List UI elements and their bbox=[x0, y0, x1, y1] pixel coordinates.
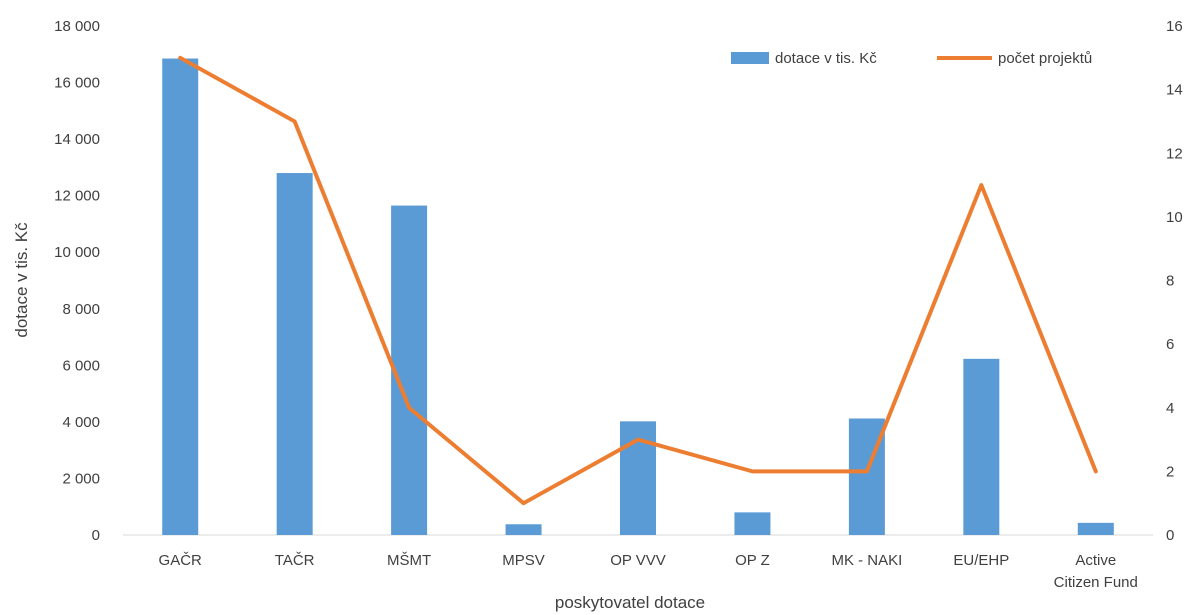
x-tick-label: TAČR bbox=[275, 552, 315, 569]
bar-2 bbox=[391, 205, 428, 535]
y-tick-label: 16 000 bbox=[54, 75, 100, 92]
x-tick-label: OP Z bbox=[735, 552, 770, 569]
line-series-pocet-projektu bbox=[178, 55, 1098, 506]
x-tick-label: MK - NAKI bbox=[831, 552, 902, 569]
y-tick-label: 0 bbox=[92, 527, 100, 544]
legend-swatch-dotace bbox=[731, 52, 769, 64]
y-tick-label: 6 000 bbox=[62, 357, 100, 374]
y-tick-label: 18 000 bbox=[54, 18, 100, 35]
y-tick-label: 2 000 bbox=[62, 470, 100, 487]
y-tick-label: 4 000 bbox=[62, 414, 100, 431]
bar-1 bbox=[276, 173, 313, 536]
y-axis-title: dotace v tis. Kč bbox=[12, 222, 31, 338]
x-tick-label: Active Citizen Fund bbox=[1054, 552, 1138, 591]
bar-8 bbox=[1077, 522, 1114, 535]
y-tick-label: 10 000 bbox=[54, 244, 100, 261]
legend-label-pocet-projektu: počet projektů bbox=[998, 50, 1092, 67]
bar-0 bbox=[162, 58, 199, 536]
legend: dotace v tis. Kč počet projektů bbox=[731, 50, 1092, 67]
x-tick-label: OP VVV bbox=[610, 552, 666, 569]
x-axis-title: poskytovatel dotace bbox=[555, 593, 705, 612]
x-tick-label: MŠMT bbox=[387, 552, 431, 569]
y-axis-right-ticks: 0 2 4 6 8 10 12 14 16 bbox=[1166, 18, 1183, 544]
y-tick-label: 8 000 bbox=[62, 301, 100, 318]
y2-tick-label: 4 bbox=[1166, 400, 1174, 417]
x-tick-label: MPSV bbox=[502, 552, 545, 569]
y2-tick-label: 6 bbox=[1166, 336, 1174, 353]
y2-tick-label: 16 bbox=[1166, 18, 1183, 35]
legend-label-dotace: dotace v tis. Kč bbox=[775, 50, 877, 67]
y-tick-label: 14 000 bbox=[54, 131, 100, 148]
y2-tick-label: 10 bbox=[1166, 209, 1183, 226]
bar-5 bbox=[734, 512, 771, 535]
y2-tick-label: 12 bbox=[1166, 145, 1183, 162]
bar-3 bbox=[505, 524, 542, 535]
x-axis-ticks: GAČR TAČR MŠMT MPSV OP VVV OP Z MK - NAKI EU/EH… bbox=[159, 552, 1138, 591]
bar-series-dotace bbox=[162, 58, 1114, 536]
y2-tick-label: 8 bbox=[1166, 273, 1174, 290]
x-tick-label: EU/EHP bbox=[953, 552, 1009, 569]
y2-tick-label: 2 bbox=[1166, 463, 1174, 480]
y2-tick-label: 0 bbox=[1166, 527, 1174, 544]
y2-tick-label: 14 bbox=[1166, 82, 1183, 99]
y-axis-left-ticks: 0 2 000 4 000 6 000 8 000 10 000 12 000 14 000 1… bbox=[54, 18, 100, 544]
bar-7 bbox=[963, 358, 1000, 535]
x-tick-label: GAČR bbox=[159, 552, 203, 569]
y-tick-label: 12 000 bbox=[54, 188, 100, 205]
